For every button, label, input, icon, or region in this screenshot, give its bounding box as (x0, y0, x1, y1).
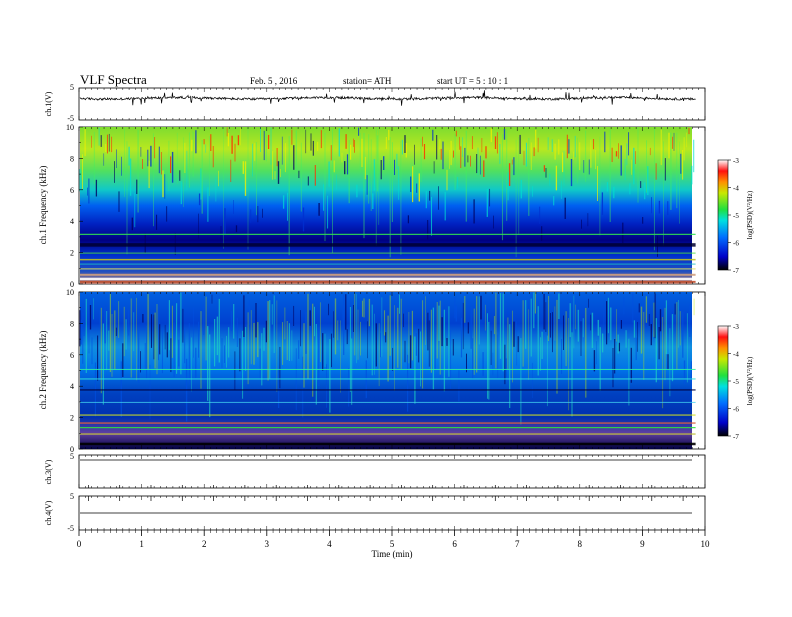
start-time-label: start UT = 5 : 10 : 1 (437, 76, 508, 86)
colorbar-2-gradient (717, 325, 729, 437)
colorbar-1-gradient (717, 159, 729, 271)
ch1-frequency-ticks: 0 2 4 6 8 10 (66, 123, 83, 289)
ch1-voltage-frame (78, 87, 706, 121)
ch1-voltage-trace (79, 90, 696, 106)
ch1-spectrogram-marks (79, 127, 696, 283)
spectrogram-band (80, 233, 696, 235)
ch3v-ylabel: ch.3(V) (44, 459, 53, 484)
spectrogram-band (80, 243, 696, 247)
ch1-frequency-ylabel: ch.1 Frequency (kHz) (38, 166, 48, 245)
frequency-tick-label: 2 (70, 249, 74, 258)
ch1-spectrogram-panel: 0 2 4 6 8 10 ch.1 Frequency (kHz) (38, 123, 706, 289)
frequency-tick-label: 6 (70, 186, 74, 195)
spectrogram-band (80, 389, 696, 391)
time-tick-label: 4 (327, 539, 332, 549)
colorbar-2: -3 -4 -5 -6 -7 log(PSD)(V²/Hz) (717, 323, 754, 441)
ch2-spec-minor-ticks (78, 292, 706, 449)
time-tick-label: 6 (452, 539, 457, 549)
spectrogram-band (80, 433, 696, 435)
colorbar-2-label: log(PSD)(V²/Hz) (746, 356, 754, 405)
frequency-tick-label: 6 (70, 351, 74, 360)
time-tick-label: 8 (578, 539, 583, 549)
ch4-voltage-panel: 5 -5 ch.4(V) (44, 492, 706, 533)
time-tick-label: 5 (390, 539, 395, 549)
colorbar-tick-label: -3 (733, 323, 739, 331)
ch4v-ylabel: ch.4(V) (44, 500, 53, 525)
ch3v-tick-top: 5 (70, 452, 74, 461)
time-tick-label: 1 (139, 539, 144, 549)
spectrogram-band (80, 368, 696, 370)
time-tick-label: 0 (77, 539, 82, 549)
frequency-tick-label: 10 (66, 123, 74, 132)
spectrogram-band (80, 422, 696, 424)
date-label: Feb. 5 , 2016 (250, 76, 298, 86)
ch1v-tick-bottom: -5 (67, 114, 74, 123)
colorbar-tick-label: -4 (733, 351, 739, 359)
spectrogram-band (80, 414, 696, 416)
time-axis: 0 1 2 3 4 5 6 7 8 9 10 (77, 530, 710, 549)
colorbar-tick-label: -6 (733, 240, 739, 248)
ch4v-tick-top: 5 (70, 492, 74, 501)
frequency-tick-label: 0 (70, 445, 74, 454)
colorbar-1-label: log(PSD)(V²/Hz) (746, 190, 754, 239)
ch2-spectrogram-marks (79, 292, 696, 446)
ch1-voltage-panel: 5 -5 ch.1(V) (44, 83, 706, 123)
time-axis-label: Time (min) (372, 549, 413, 559)
frequency-tick-label: 2 (70, 414, 74, 423)
spectrogram-band (80, 401, 696, 403)
time-tick-label: 10 (701, 539, 711, 549)
colorbar-tick-label: -4 (733, 185, 739, 193)
ch1v-tick-top: 5 (70, 83, 74, 92)
ch1v-ylabel: ch.1(V) (44, 91, 53, 116)
ch2-spectrogram-panel: 0 2 4 6 8 10 ch.2 Frequency (kHz) (38, 288, 706, 454)
colorbar-tick-label: -5 (733, 212, 739, 220)
ch2-frequency-ylabel: ch.2 Frequency (kHz) (38, 331, 48, 410)
time-tick-label: 9 (640, 539, 645, 549)
ch3-voltage-panel: 5 ch.3(V) (44, 452, 706, 489)
spectrogram-band (80, 280, 696, 283)
ch3v-minor-ticks (78, 455, 706, 488)
figure-title: VLF Spectra (80, 72, 147, 87)
frequency-tick-label: 0 (70, 280, 74, 289)
colorbar-2-ticks: -3 -4 -5 -6 -7 (728, 323, 739, 441)
ch1-spectrogram-background (80, 127, 692, 284)
spectrogram-band (80, 263, 696, 265)
colorbar-tick-label: -7 (733, 433, 739, 441)
ch4v-tick-bottom: -5 (67, 524, 74, 533)
spectrogram-band (80, 378, 696, 380)
frequency-tick-label: 10 (66, 288, 74, 297)
spectrogram-band (80, 258, 696, 261)
frequency-tick-label: 8 (70, 319, 74, 328)
spectrogram-band (80, 427, 696, 429)
spectrogram-band (80, 268, 696, 270)
spectrogram-band (80, 442, 696, 446)
colorbar-1-ticks: -3 -4 -5 -6 -7 (728, 157, 739, 275)
ch2-frequency-ticks: 0 2 4 6 8 10 (66, 288, 83, 454)
time-tick-label: 2 (202, 539, 207, 549)
frequency-tick-label: 4 (70, 217, 74, 226)
spectrogram-band (80, 277, 696, 281)
station-label: station= ATH (343, 76, 392, 86)
ch1-spec-minor-ticks (78, 127, 706, 284)
spectrogram-band (80, 273, 696, 276)
colorbar-1: -3 -4 -5 -6 -7 log(PSD)(V²/Hz) (717, 157, 754, 275)
spectrogram-band (80, 252, 696, 254)
colorbar-tick-label: -7 (733, 267, 739, 275)
colorbar-tick-label: -3 (733, 157, 739, 165)
ch1v-minor-ticks (78, 88, 706, 120)
frequency-tick-label: 4 (70, 382, 74, 391)
colorbar-tick-label: -5 (733, 378, 739, 386)
ch4v-minor-ticks (78, 496, 706, 530)
time-tick-label: 3 (265, 539, 270, 549)
frequency-tick-label: 8 (70, 154, 74, 163)
time-tick-label: 7 (515, 539, 520, 549)
colorbar-tick-label: -6 (733, 406, 739, 414)
